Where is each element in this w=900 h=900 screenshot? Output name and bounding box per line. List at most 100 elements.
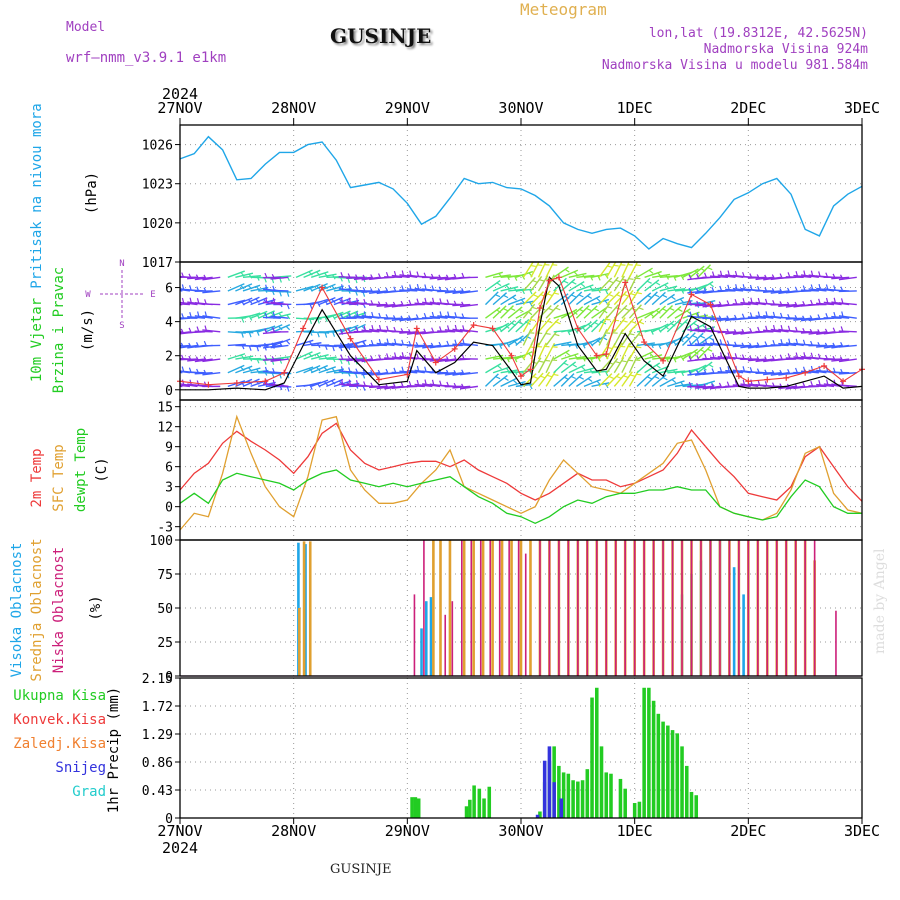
wind-barb (459, 372, 478, 376)
wind-barb-flag (430, 273, 435, 279)
wind-barb (361, 290, 380, 294)
wind-barb-flag (832, 273, 836, 279)
wind-barb (583, 295, 601, 306)
wind-barb-flag (408, 315, 412, 321)
y-tick-label: 3 (165, 481, 173, 496)
wind-barb (295, 366, 314, 374)
wind-barb-flag (174, 342, 176, 346)
wind-barb-flag (340, 298, 344, 304)
wind-barb (262, 316, 281, 319)
wind-barb-flag (355, 380, 359, 386)
wind-barb-flag (362, 341, 366, 347)
wind-barb-flag (786, 301, 791, 307)
wind-barb-flag (771, 382, 776, 388)
wind-barb (326, 311, 344, 319)
wind-barb (399, 331, 418, 334)
wind-barb-flag (664, 284, 669, 289)
wind-barb-flag (555, 307, 561, 311)
cloud-high-bar (304, 544, 307, 676)
wind-barb-flag (431, 297, 435, 303)
wind-barb-flag (531, 306, 538, 310)
wind-barb (568, 364, 586, 374)
wind-barb-flag (578, 376, 584, 380)
cloud-low-bar (508, 540, 510, 676)
wind-barb (709, 275, 729, 279)
wind-barb-flag (241, 317, 245, 323)
wind-barb (659, 285, 678, 292)
wind-barb-flag (332, 346, 335, 352)
wind-barb-flag (505, 284, 510, 290)
wind-barb-flag (286, 314, 291, 320)
wind-barb-flag (734, 270, 738, 277)
wind-barb-flag (749, 312, 753, 318)
wind-barb-flag (696, 300, 700, 306)
wind-barb-flag (726, 381, 730, 387)
ylabel-wind: 10m Vjetar (29, 298, 45, 382)
wind-barb-flag (582, 356, 586, 362)
wind-barb (689, 284, 708, 292)
wind-barb (318, 366, 336, 374)
wind-barb-flag (408, 340, 412, 346)
ylabel-dewpt: dewpt Temp (73, 428, 89, 512)
wind-barb-flag (408, 328, 412, 334)
wind-barb (452, 385, 471, 389)
wind-barb (755, 315, 774, 319)
wind-barb (697, 380, 716, 388)
wind-barb (598, 315, 608, 333)
wind-barb-flag (818, 365, 821, 371)
wind-barb (694, 385, 713, 389)
wind-barb-flag (700, 335, 706, 339)
wind-barb (444, 372, 463, 376)
wind-barb-flag (779, 301, 783, 307)
wind-barb (666, 318, 681, 333)
wind-barb-flag (416, 353, 420, 359)
wind-barb (694, 343, 713, 347)
wind-barb-flag (188, 273, 192, 279)
wind-barb (644, 373, 658, 387)
wind-barb-flag (377, 288, 382, 294)
wind-barb-flag (430, 355, 435, 361)
wind-barb-flag (400, 300, 404, 306)
wind-barb (242, 284, 261, 292)
wind-barb (422, 383, 441, 388)
wind-barb (484, 291, 499, 306)
wind-barb (353, 276, 372, 281)
wind-barb-flag (680, 275, 685, 281)
wind-barb-flag (787, 368, 791, 374)
wind-barb (651, 291, 666, 306)
precip-total-bar (670, 730, 675, 818)
wind-barb-flag (181, 284, 185, 290)
time-tick-label-top: 1DEC (617, 99, 653, 117)
wind-barb-flag (401, 339, 404, 345)
wind-barb (628, 274, 638, 292)
wind-barb-flag (703, 272, 707, 278)
wind-barb-flag (446, 287, 450, 293)
wind-barb (583, 287, 602, 292)
dewpt-line (179, 469, 862, 525)
y-tick-label: 2 (165, 350, 173, 365)
wind-barb (576, 375, 592, 387)
ylabel-wind-2: Brzina i Pravac (51, 267, 67, 393)
wind-barb-flag (616, 375, 622, 379)
wind-barb-flag (462, 338, 465, 344)
wind-speed-line (180, 276, 863, 391)
wind-barb-flag (567, 330, 571, 336)
wind-barb-flag (719, 352, 723, 358)
precip-total-bar (609, 773, 613, 818)
wind-barb (537, 262, 547, 278)
wind-barb-flag (795, 338, 799, 344)
wind-barb (838, 276, 857, 281)
pressure-line (179, 135, 863, 250)
wind-barb-flag (409, 284, 412, 290)
wind-barb-flag (356, 297, 359, 304)
wind-barb-flag (180, 328, 185, 334)
wind-barb (800, 317, 819, 322)
wind-barb (553, 277, 567, 292)
wind-barb-flag (181, 366, 185, 372)
wind-barb-flag (356, 311, 359, 317)
y-tick-label: 9 (165, 441, 173, 456)
wind-barb-flag (203, 340, 207, 346)
wind-barb-flag (271, 273, 276, 279)
wind-barb-flag (719, 285, 723, 291)
wind-barb (459, 342, 478, 347)
